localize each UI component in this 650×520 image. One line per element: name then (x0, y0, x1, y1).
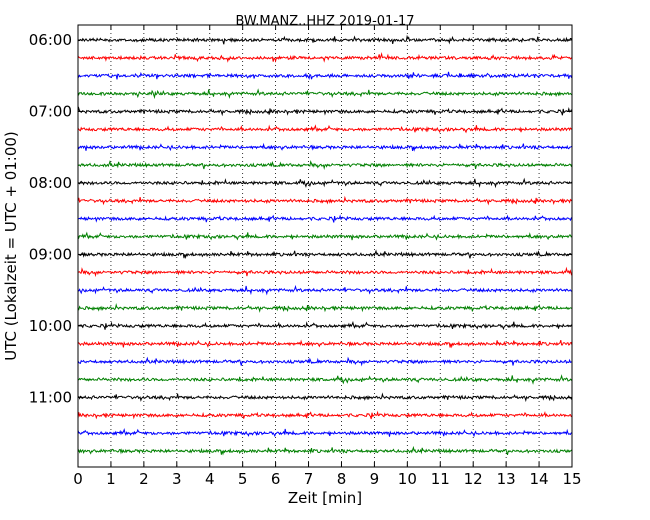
trace-0730 (77, 142, 573, 152)
seismic-traces (77, 34, 573, 456)
x-tick-label: 15 (562, 470, 581, 488)
chart-title: BW.MANZ..HHZ 2019-01-17 (235, 14, 414, 29)
x-tick-label: 12 (464, 470, 483, 488)
y-tick-label: 07:00 (29, 102, 72, 120)
grid-lines (110, 25, 540, 467)
trace-0915 (77, 266, 573, 278)
y-axis-label: UTC (Lokalzeit = UTC + 01:00) (2, 131, 20, 361)
x-tick-label: 2 (139, 470, 149, 488)
y-tick-label: 11:00 (29, 388, 72, 406)
x-tick-label: 3 (172, 470, 182, 488)
x-tick-label: 14 (530, 470, 549, 488)
trace-0815 (77, 195, 573, 206)
trace-1045 (77, 374, 573, 385)
trace-0845 (77, 231, 573, 241)
trace-0630 (77, 71, 573, 81)
trace-1115 (77, 410, 573, 420)
y-tick-label: 06:00 (29, 31, 72, 49)
y-tick-labels: 06:00 07:00 08:00 09:00 10:00 11:00 (29, 31, 72, 406)
trace-0745 (77, 159, 573, 170)
trace-0715 (77, 124, 573, 134)
x-tick-labels: 0 1 2 3 4 5 6 7 8 9 10 11 12 13 14 15 (73, 470, 581, 488)
trace-1130 (77, 428, 573, 438)
trace-1015 (77, 339, 573, 349)
x-tick-label: 11 (431, 470, 450, 488)
trace-1030 (77, 356, 573, 367)
trace-0700 (77, 106, 573, 117)
trace-0800 (77, 177, 573, 189)
x-tick-label: 13 (497, 470, 516, 488)
x-tick-label: 1 (106, 470, 116, 488)
plot-frame (77, 24, 573, 468)
x-axis-label: Zeit [min] (288, 489, 362, 507)
x-tick-label: 0 (73, 470, 83, 488)
x-tick-label: 10 (398, 470, 417, 488)
trace-1145 (77, 445, 573, 456)
x-tick-label: 7 (304, 470, 314, 488)
x-tick-label: 9 (370, 470, 380, 488)
y-tick-label: 08:00 (29, 174, 72, 192)
trace-1000 (77, 320, 573, 330)
trace-0945 (77, 302, 573, 313)
axis-ticks (77, 25, 573, 467)
x-tick-label: 4 (205, 470, 215, 488)
trace-0615 (77, 52, 573, 63)
y-tick-label: 09:00 (29, 245, 72, 263)
x-tick-label: 8 (337, 470, 347, 488)
trace-0645 (77, 88, 573, 100)
trace-0930 (77, 284, 573, 296)
y-tick-label: 10:00 (29, 317, 72, 335)
trace-0830 (77, 214, 573, 223)
trace-1100 (77, 392, 573, 403)
trace-0600 (77, 34, 573, 45)
trace-0900 (77, 249, 573, 260)
x-tick-label: 5 (238, 470, 248, 488)
x-tick-label: 6 (271, 470, 281, 488)
